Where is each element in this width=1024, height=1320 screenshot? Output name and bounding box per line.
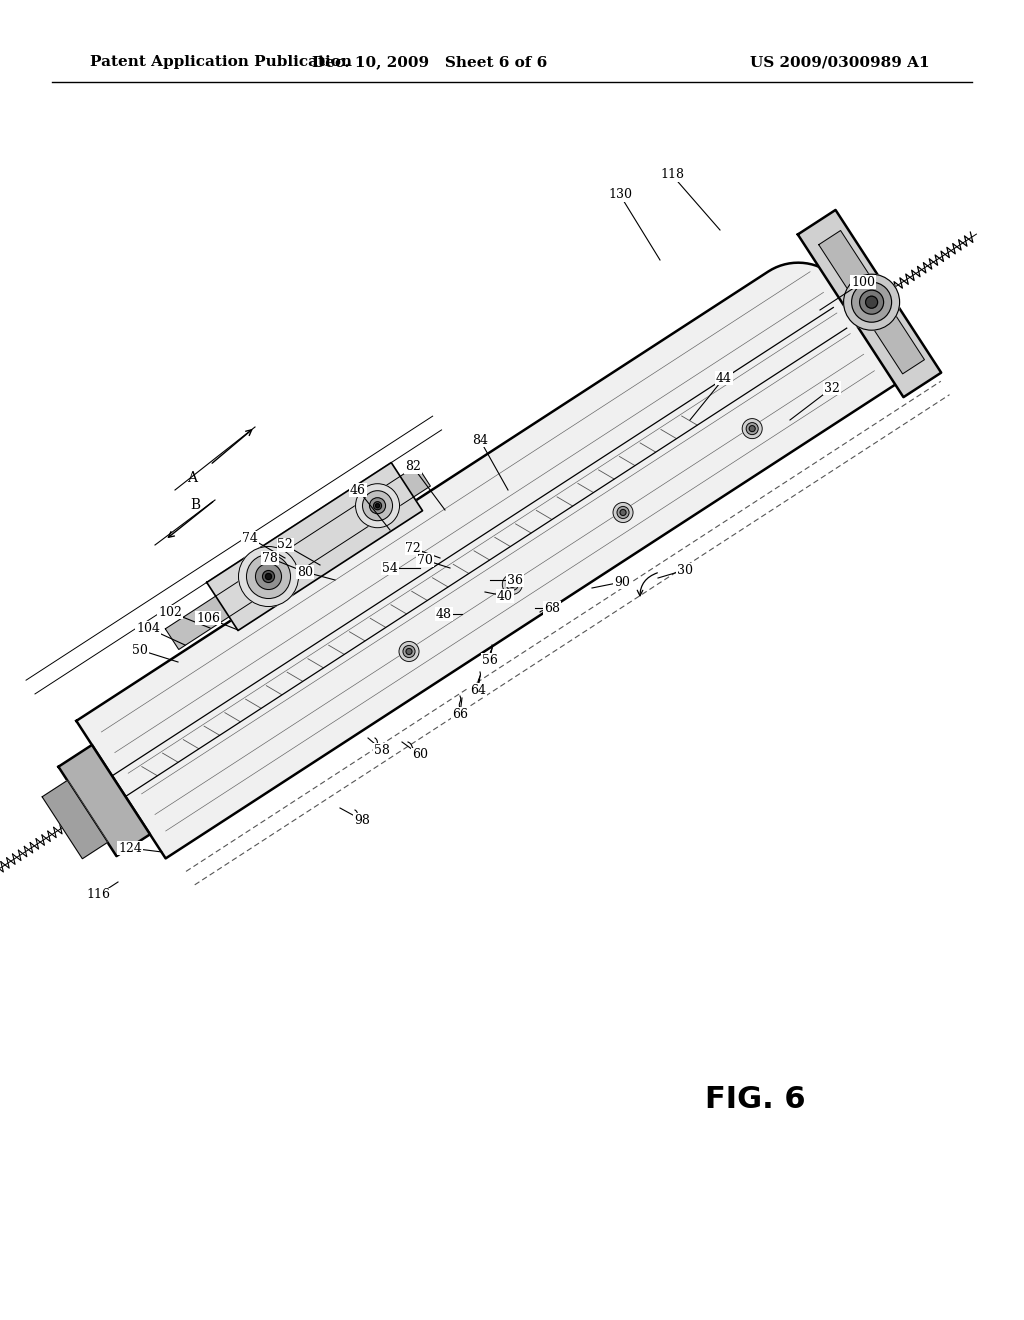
Text: 98: 98 bbox=[354, 813, 370, 826]
Text: 46: 46 bbox=[350, 483, 366, 496]
Text: 82: 82 bbox=[406, 461, 421, 474]
Circle shape bbox=[265, 573, 271, 579]
Circle shape bbox=[750, 425, 755, 432]
Text: Patent Application Publication: Patent Application Publication bbox=[90, 55, 352, 69]
Circle shape bbox=[852, 282, 892, 322]
Text: 58: 58 bbox=[374, 743, 390, 756]
Circle shape bbox=[256, 564, 282, 590]
Circle shape bbox=[374, 502, 382, 510]
Text: 54: 54 bbox=[382, 561, 398, 574]
Text: 60: 60 bbox=[412, 748, 428, 762]
Text: 118: 118 bbox=[660, 169, 684, 181]
Text: 52: 52 bbox=[278, 539, 293, 552]
Circle shape bbox=[355, 483, 399, 528]
Polygon shape bbox=[207, 462, 423, 631]
Text: FIG. 6: FIG. 6 bbox=[705, 1085, 805, 1114]
Text: 74: 74 bbox=[242, 532, 258, 544]
Circle shape bbox=[362, 491, 392, 520]
Text: 116: 116 bbox=[86, 888, 110, 902]
Text: 44: 44 bbox=[716, 371, 732, 384]
Circle shape bbox=[621, 510, 626, 516]
Text: 84: 84 bbox=[472, 433, 488, 446]
Circle shape bbox=[262, 570, 274, 582]
Circle shape bbox=[503, 574, 522, 594]
Circle shape bbox=[617, 507, 629, 519]
Text: 106: 106 bbox=[196, 611, 220, 624]
Polygon shape bbox=[42, 780, 108, 859]
Text: 80: 80 bbox=[297, 565, 313, 578]
Text: 48: 48 bbox=[436, 607, 452, 620]
Circle shape bbox=[859, 290, 884, 314]
Polygon shape bbox=[819, 231, 925, 374]
Polygon shape bbox=[798, 210, 941, 397]
Text: 72: 72 bbox=[406, 541, 421, 554]
Text: 130: 130 bbox=[608, 189, 632, 202]
Text: 64: 64 bbox=[470, 684, 486, 697]
Circle shape bbox=[742, 418, 762, 438]
Polygon shape bbox=[58, 744, 150, 857]
Circle shape bbox=[746, 422, 758, 434]
Circle shape bbox=[865, 296, 878, 308]
Text: B: B bbox=[189, 498, 200, 512]
Circle shape bbox=[403, 645, 415, 657]
Text: 56: 56 bbox=[482, 653, 498, 667]
Text: 90: 90 bbox=[614, 576, 630, 589]
Circle shape bbox=[613, 503, 633, 523]
Text: A: A bbox=[187, 471, 197, 484]
Text: 124: 124 bbox=[118, 842, 142, 854]
Circle shape bbox=[247, 554, 291, 598]
Text: 70: 70 bbox=[417, 553, 433, 566]
Text: 40: 40 bbox=[497, 590, 513, 602]
Circle shape bbox=[844, 275, 900, 330]
Text: 32: 32 bbox=[824, 381, 840, 395]
Circle shape bbox=[406, 648, 412, 655]
Circle shape bbox=[506, 578, 518, 590]
Text: 104: 104 bbox=[136, 622, 160, 635]
Text: US 2009/0300989 A1: US 2009/0300989 A1 bbox=[751, 55, 930, 69]
Text: 100: 100 bbox=[851, 276, 874, 289]
Circle shape bbox=[239, 546, 299, 606]
Text: 50: 50 bbox=[132, 644, 147, 656]
Circle shape bbox=[370, 498, 385, 513]
Text: 68: 68 bbox=[544, 602, 560, 615]
Text: 78: 78 bbox=[262, 552, 278, 565]
Text: 102: 102 bbox=[158, 606, 182, 619]
Text: 30: 30 bbox=[677, 564, 693, 577]
Text: Dec. 10, 2009   Sheet 6 of 6: Dec. 10, 2009 Sheet 6 of 6 bbox=[312, 55, 548, 69]
Text: 66: 66 bbox=[452, 708, 468, 721]
Circle shape bbox=[399, 642, 419, 661]
Text: 36: 36 bbox=[507, 573, 523, 586]
Polygon shape bbox=[77, 240, 908, 858]
Circle shape bbox=[509, 581, 515, 587]
Circle shape bbox=[376, 504, 380, 508]
Polygon shape bbox=[165, 466, 430, 649]
